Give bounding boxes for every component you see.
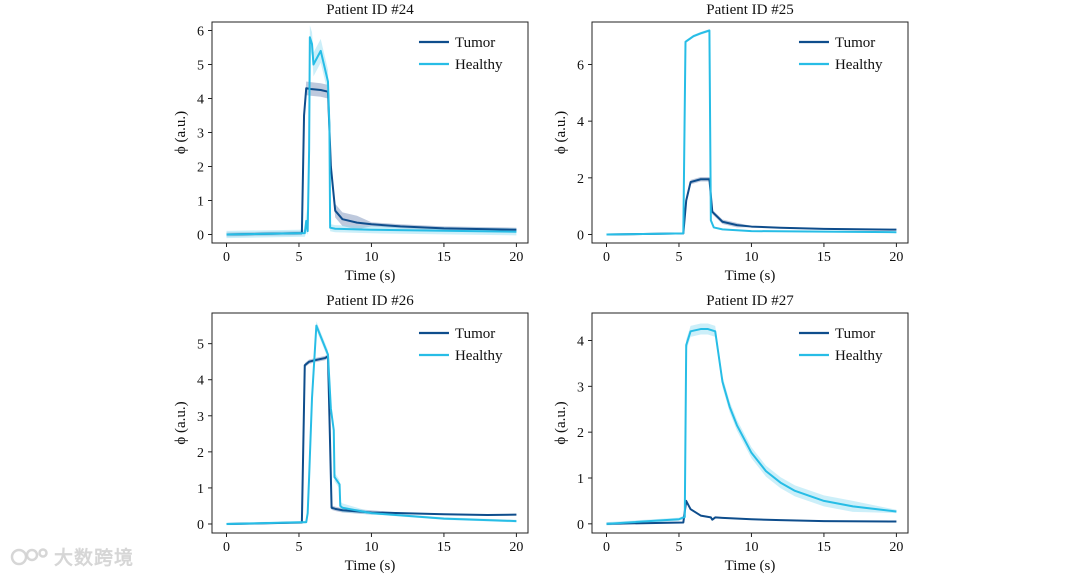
watermark: 大数跨境 xyxy=(10,541,134,571)
chart-panel-2: 0 5 10 15 20 0 2 4 6 Patient ID #25 Time (s) ϕ (a.u… xyxy=(553,2,909,284)
y-tick-label: 0 xyxy=(577,229,584,244)
y-tick-label: 4 xyxy=(197,93,204,108)
y-tick-label: 2 xyxy=(577,426,584,441)
y-tick-label: 4 xyxy=(197,374,204,389)
x-tick-label: 20 xyxy=(889,250,903,265)
plot-area xyxy=(226,25,517,239)
chart-title: Patient ID #25 xyxy=(706,2,794,18)
x-tick-label: 0 xyxy=(603,250,610,265)
chart-title: Patient ID #24 xyxy=(326,2,414,18)
plot-area xyxy=(606,323,897,526)
x-tick-label: 10 xyxy=(364,540,378,555)
x-axis-label: Time (s) xyxy=(725,558,776,574)
y-tick-label: 4 xyxy=(577,335,584,350)
legend: Tumor Healthy xyxy=(418,326,503,364)
y-tick-label: 0 xyxy=(197,229,204,244)
x-tick-label: 15 xyxy=(437,540,451,555)
y-axis-label: ϕ (a.u.) xyxy=(553,111,569,154)
plot-area xyxy=(226,321,517,526)
legend: Tumor Healthy xyxy=(418,35,503,73)
y-tick-label: 3 xyxy=(197,127,204,142)
plot-area xyxy=(606,29,897,236)
chart-title: Patient ID #27 xyxy=(706,293,794,309)
legend-label-healthy: Healthy xyxy=(835,348,883,364)
legend-label-healthy: Healthy xyxy=(455,348,503,364)
series-line-healthy xyxy=(606,328,897,525)
x-axis-label: Time (s) xyxy=(725,268,776,284)
series-line-healthy xyxy=(226,324,517,525)
watermark-logo-icon xyxy=(10,548,48,566)
x-tick-label: 10 xyxy=(364,250,378,265)
x-tick-label: 0 xyxy=(223,540,230,555)
x-tick-label: 0 xyxy=(223,250,230,265)
axes-frame xyxy=(591,21,909,244)
legend-label-tumor: Tumor xyxy=(455,35,495,51)
x-axis-label: Time (s) xyxy=(345,558,396,574)
y-axis-label: ϕ (a.u.) xyxy=(173,111,189,154)
y-tick-label: 2 xyxy=(197,161,204,176)
axes-frame xyxy=(591,312,909,534)
x-tick-label: 10 xyxy=(744,250,758,265)
x-axis-label: Time (s) xyxy=(345,268,396,284)
x-tick-label: 5 xyxy=(295,540,302,555)
chart-panel-3: 0 5 10 15 20 0 1 2 3 4 5 Patient ID #26 Time (s) ϕ (a… xyxy=(173,293,529,574)
series-band-tumor xyxy=(226,81,517,237)
y-tick-label: 3 xyxy=(197,410,204,425)
x-tick-label: 10 xyxy=(744,540,758,555)
x-tick-label: 20 xyxy=(509,250,523,265)
x-tick-label: 15 xyxy=(817,540,831,555)
series-line-tumor xyxy=(606,178,897,236)
series-line-tumor xyxy=(226,355,517,525)
y-tick-label: 5 xyxy=(197,338,204,353)
y-axis-label: ϕ (a.u.) xyxy=(553,401,569,444)
y-tick-label: 0 xyxy=(197,518,204,533)
y-tick-label: 6 xyxy=(577,59,584,74)
series-line-healthy xyxy=(606,29,897,236)
series-line-tumor xyxy=(606,499,897,525)
y-tick-label: 2 xyxy=(197,446,204,461)
chart-title: Patient ID #26 xyxy=(326,293,414,309)
y-tick-label: 1 xyxy=(197,195,204,210)
y-tick-label: 0 xyxy=(577,518,584,533)
series-line-tumor xyxy=(226,87,517,236)
x-tick-label: 15 xyxy=(817,250,831,265)
x-tick-label: 15 xyxy=(437,250,451,265)
x-tick-label: 20 xyxy=(889,540,903,555)
legend-label-healthy: Healthy xyxy=(455,57,503,73)
legend-label-tumor: Tumor xyxy=(455,326,495,342)
y-tick-label: 1 xyxy=(577,472,584,487)
y-axis-label: ϕ (a.u.) xyxy=(173,401,189,444)
x-tick-label: 20 xyxy=(509,540,523,555)
x-tick-label: 5 xyxy=(675,540,682,555)
axes-frame xyxy=(211,312,529,534)
y-tick-label: 6 xyxy=(197,25,204,40)
chart-panel-4: 0 5 10 15 20 0 1 2 3 4 Patient ID #27 Time (s) ϕ (a.… xyxy=(553,293,909,574)
series-band-healthy xyxy=(606,323,897,526)
y-tick-label: 1 xyxy=(197,482,204,497)
y-tick-label: 5 xyxy=(197,59,204,74)
x-tick-label: 5 xyxy=(295,250,302,265)
legend-label-healthy: Healthy xyxy=(835,57,883,73)
legend-label-tumor: Tumor xyxy=(835,326,875,342)
series-band-tumor xyxy=(226,354,517,525)
y-tick-label: 3 xyxy=(577,380,584,395)
y-tick-label: 4 xyxy=(577,115,584,130)
legend: Tumor Healthy xyxy=(798,326,883,364)
legend: Tumor Healthy xyxy=(798,35,883,73)
axes-frame xyxy=(211,21,529,244)
x-tick-label: 0 xyxy=(603,540,610,555)
chart-panel-1: 0 5 10 15 20 0 1 2 3 4 5 6 Patient ID #24 Time (s) ϕ (… xyxy=(173,2,529,284)
y-tick-label: 2 xyxy=(577,172,584,187)
x-tick-label: 5 xyxy=(675,250,682,265)
series-line-healthy xyxy=(226,36,517,236)
watermark-text: 大数跨境 xyxy=(54,546,135,569)
legend-label-tumor: Tumor xyxy=(835,35,875,51)
